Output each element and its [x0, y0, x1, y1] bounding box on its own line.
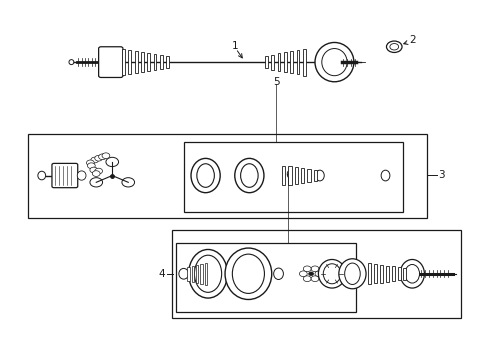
Ellipse shape: [191, 158, 220, 193]
Ellipse shape: [179, 269, 188, 279]
Bar: [373, 264, 376, 283]
Ellipse shape: [314, 271, 322, 276]
Ellipse shape: [386, 41, 401, 53]
Text: 1: 1: [231, 41, 238, 51]
Ellipse shape: [69, 60, 74, 64]
FancyBboxPatch shape: [99, 47, 122, 77]
Ellipse shape: [106, 157, 118, 167]
Ellipse shape: [344, 263, 360, 284]
Ellipse shape: [188, 249, 227, 298]
Ellipse shape: [303, 276, 310, 282]
Ellipse shape: [399, 260, 424, 288]
Bar: [296, 50, 299, 74]
Bar: [153, 54, 156, 70]
Bar: [122, 49, 124, 75]
Bar: [385, 266, 388, 282]
Bar: [271, 55, 274, 69]
Ellipse shape: [273, 268, 283, 279]
Bar: [176, 243, 356, 312]
Text: 2: 2: [408, 35, 415, 45]
Ellipse shape: [102, 153, 110, 158]
Ellipse shape: [404, 265, 419, 283]
Ellipse shape: [91, 157, 99, 163]
Ellipse shape: [90, 167, 98, 173]
Ellipse shape: [321, 49, 346, 76]
Bar: [397, 267, 400, 280]
Bar: [403, 268, 406, 280]
Bar: [191, 266, 194, 282]
Text: 3: 3: [437, 170, 444, 180]
Bar: [134, 51, 137, 73]
Bar: [204, 262, 206, 285]
Bar: [300, 168, 304, 183]
Ellipse shape: [323, 264, 340, 284]
Bar: [282, 166, 285, 185]
Ellipse shape: [95, 168, 102, 174]
Ellipse shape: [92, 171, 100, 176]
Ellipse shape: [299, 271, 306, 276]
Ellipse shape: [224, 248, 271, 300]
Bar: [368, 264, 371, 284]
Ellipse shape: [90, 178, 102, 187]
Ellipse shape: [303, 266, 310, 272]
Bar: [141, 52, 143, 72]
Ellipse shape: [122, 178, 134, 187]
Bar: [264, 56, 267, 68]
Bar: [284, 52, 286, 72]
Bar: [391, 266, 394, 281]
Ellipse shape: [232, 254, 264, 293]
Bar: [183, 143, 402, 212]
Ellipse shape: [315, 170, 324, 181]
Bar: [313, 170, 316, 181]
Bar: [187, 267, 189, 280]
Bar: [302, 49, 305, 76]
Ellipse shape: [310, 266, 318, 272]
Ellipse shape: [99, 154, 106, 159]
Ellipse shape: [197, 164, 214, 187]
Bar: [287, 166, 291, 185]
Bar: [160, 55, 163, 69]
Bar: [379, 265, 382, 283]
FancyBboxPatch shape: [52, 163, 78, 188]
Bar: [171, 230, 460, 318]
Bar: [196, 265, 198, 283]
Ellipse shape: [38, 171, 45, 180]
Ellipse shape: [314, 42, 353, 82]
Ellipse shape: [240, 164, 258, 187]
Bar: [200, 264, 202, 284]
Ellipse shape: [338, 259, 366, 289]
Ellipse shape: [380, 170, 389, 181]
Ellipse shape: [95, 156, 102, 161]
Ellipse shape: [77, 171, 86, 180]
Bar: [147, 53, 150, 71]
Ellipse shape: [308, 272, 313, 275]
Bar: [277, 54, 280, 71]
Ellipse shape: [389, 44, 398, 50]
Bar: [166, 57, 169, 68]
Bar: [128, 50, 131, 74]
Ellipse shape: [234, 158, 264, 193]
Text: 4: 4: [158, 269, 165, 279]
Text: 6: 6: [285, 170, 291, 180]
Ellipse shape: [194, 255, 221, 292]
Ellipse shape: [318, 260, 345, 288]
Text: 5: 5: [272, 77, 279, 87]
Ellipse shape: [87, 163, 95, 168]
Bar: [289, 51, 292, 73]
Bar: [306, 169, 310, 182]
Ellipse shape: [310, 276, 318, 282]
Ellipse shape: [86, 160, 94, 166]
Bar: [294, 167, 297, 184]
Bar: [28, 134, 426, 217]
